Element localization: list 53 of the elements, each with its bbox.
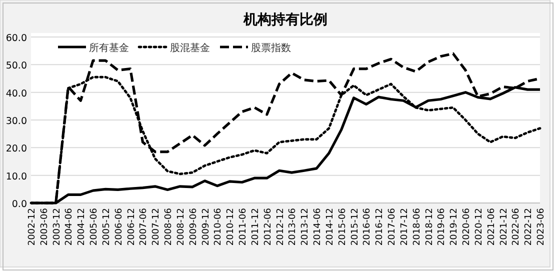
legend-label: 所有基金 [89, 42, 129, 54]
x-tick-label: 2016-12 [375, 208, 386, 246]
y-tick-label: 50.0 [6, 60, 27, 72]
x-tick-label: 2014-12 [325, 208, 336, 246]
x-tick-label: 2012-06 [263, 208, 274, 246]
legend-label: 股混基金 [170, 42, 210, 54]
x-tick-label: 2008-12 [176, 208, 186, 246]
x-tick-label: 2003-06 [40, 208, 50, 246]
x-tick-label: 2006-12 [126, 208, 137, 246]
x-tick-label: 2008-06 [164, 208, 174, 246]
x-tick-label: 2004-06 [64, 208, 75, 246]
x-tick-label: 2022-12 [524, 208, 534, 246]
x-tick-label: 2014-06 [313, 208, 324, 246]
legend-label: 股票指数 [251, 42, 291, 54]
x-tick-label: 2015-12 [350, 208, 360, 246]
x-tick-label: 2011-06 [238, 208, 249, 246]
x-tick-label: 2012-12 [276, 208, 286, 246]
x-tick-label: 2017-06 [388, 208, 398, 246]
x-tick-label: 2018-06 [412, 208, 422, 246]
chart-title: 机构持有比例 [242, 12, 328, 28]
x-tick-label: 2007-06 [139, 208, 150, 246]
x-tick-label: 2006-06 [114, 208, 124, 246]
x-tick-label: 2005-06 [90, 208, 100, 246]
x-tick-label: 2020-06 [462, 208, 472, 246]
x-tick-label: 2002-12 [28, 208, 38, 246]
x-tick-label: 2010-12 [226, 208, 236, 246]
x-tick-label: 2011-12 [250, 208, 261, 246]
y-tick-label: 0.0 [12, 199, 27, 210]
x-tick-label: 2018-12 [424, 208, 435, 246]
y-tick-label: 30.0 [6, 116, 27, 127]
x-tick-label: 2010-06 [214, 208, 224, 246]
x-tick-label: 2009-06 [188, 208, 199, 246]
x-tick-label: 2007-12 [152, 208, 162, 246]
x-tick-label: 2013-12 [300, 208, 311, 246]
x-tick-label: 2019-12 [450, 208, 460, 246]
x-tick-label: 2023-06 [536, 208, 546, 246]
x-tick-label: 2020-12 [474, 208, 484, 246]
x-tick-label: 2017-12 [400, 208, 410, 246]
y-tick-label: 40.0 [6, 88, 27, 100]
x-tick-label: 2009-12 [201, 208, 212, 246]
x-tick-label: 2015-06 [338, 208, 348, 246]
x-tick-label: 2021-06 [486, 208, 497, 246]
x-tick-label: 2016-06 [362, 208, 373, 246]
x-tick-label: 2019-06 [437, 208, 448, 246]
x-tick-label: 2013-06 [288, 208, 298, 246]
x-tick-label: 2021-12 [499, 208, 510, 246]
y-tick-label: 60.0 [6, 33, 27, 44]
x-tick-label: 2004-12 [77, 208, 88, 246]
y-tick-label: 10.0 [6, 171, 27, 182]
x-tick-label: 2022-06 [512, 208, 522, 246]
x-tick-label: 2005-12 [102, 208, 112, 246]
x-tick-label: 2003-12 [52, 208, 62, 246]
y-tick-label: 20.0 [6, 144, 27, 155]
